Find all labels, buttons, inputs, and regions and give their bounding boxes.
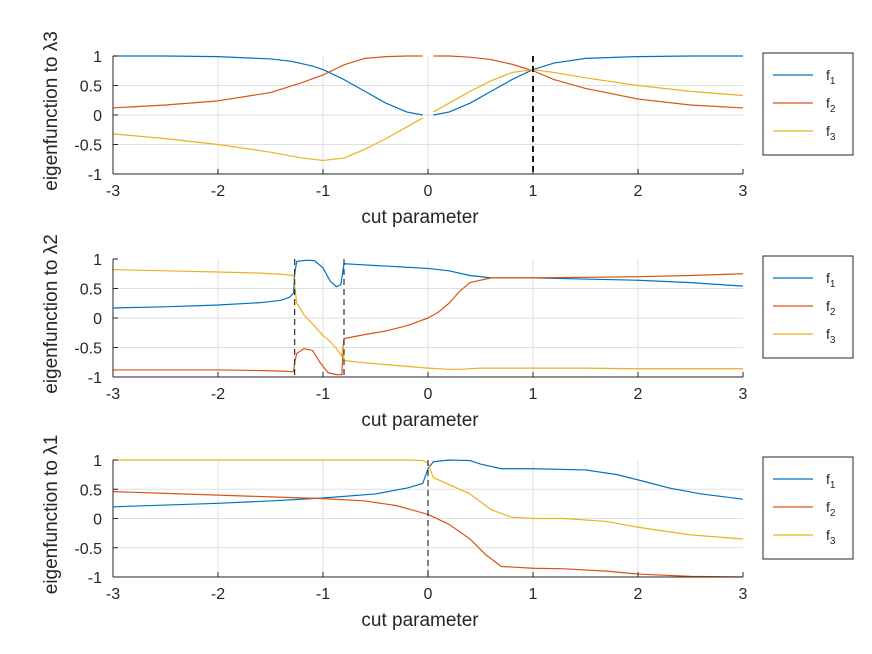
x-tick-label: -3 (106, 183, 120, 200)
series-line-f3 (112, 117, 424, 162)
legend-entry-f3: f3 (773, 326, 836, 346)
legend-subscript: 3 (830, 132, 836, 143)
legend-entry-f1: f1 (773, 270, 836, 290)
legend-entry-f2: f2 (773, 95, 836, 115)
legend-entry-f1: f1 (773, 67, 836, 87)
y-tick-label: 0.5 (80, 282, 102, 299)
legend-entry-f3: f3 (773, 527, 836, 547)
legend-label-f1: f1 (826, 270, 836, 290)
series-line-f3 (112, 269, 743, 370)
x-tick-label: 3 (739, 183, 748, 200)
y-tick-label: -1 (88, 370, 102, 387)
x-tick-label: 3 (739, 386, 748, 403)
legend-label-f2: f2 (826, 499, 836, 519)
y-axis-label: eigenfunction to λ1 (41, 435, 62, 595)
x-tick-label: -1 (316, 586, 330, 603)
legend-label-f3: f3 (826, 123, 836, 143)
y-tick-label: 0 (93, 311, 102, 328)
y-tick-label: 0 (93, 108, 102, 125)
legend: f1 f2 f3 (762, 52, 854, 156)
x-tick-label: -1 (316, 386, 330, 403)
legend-entry-f2: f2 (773, 499, 836, 519)
series-line-f1 (112, 459, 744, 508)
x-tick-label: 0 (424, 183, 433, 200)
legend-box (762, 456, 854, 560)
legend-box (762, 52, 854, 156)
x-tick-label: 2 (634, 183, 643, 200)
y-tick-label: -0.5 (74, 341, 102, 358)
series-line-f3 (113, 459, 744, 540)
legend-subscript: 1 (830, 480, 836, 491)
x-tick-label: -2 (211, 586, 225, 603)
x-tick-label: 2 (634, 386, 643, 403)
x-tick-label: -3 (106, 586, 120, 603)
x-tick-label: -3 (106, 386, 120, 403)
legend-subscript: 3 (830, 335, 836, 346)
y-tick-label: -1 (88, 167, 102, 184)
legend-label-f1: f1 (826, 471, 836, 491)
x-axis-label: cut parameter (361, 610, 479, 631)
y-tick-label: -0.5 (74, 138, 102, 155)
legend-subscript: 1 (830, 279, 836, 290)
chart-panel-1: -3 -2 -1 0 1 2 3 1 0.5 0 -0.5 -1 cut parameter eigenf… (41, 31, 854, 228)
legend-subscript: 1 (830, 76, 836, 87)
legend-label-f3: f3 (826, 326, 836, 346)
y-tick-label: 0.5 (80, 79, 102, 96)
legend-subscript: 2 (830, 104, 836, 115)
x-tick-label: 1 (529, 386, 538, 403)
x-tick-label: -1 (316, 183, 330, 200)
legend-label-f2: f2 (826, 95, 836, 115)
y-tick-label: 1 (93, 252, 102, 269)
legend-label-f1: f1 (826, 67, 836, 87)
x-tick-label: -2 (211, 183, 225, 200)
x-tick-label: -2 (211, 386, 225, 403)
x-tick-label: 1 (529, 183, 538, 200)
legend-box (762, 255, 854, 359)
series-line-f2 (112, 55, 423, 109)
x-tick-label: 0 (424, 586, 433, 603)
y-axis-label: eigenfunction to λ3 (41, 31, 62, 191)
legend: f1 f2 f3 (762, 255, 854, 359)
legend-entry-f3: f3 (773, 123, 836, 143)
y-tick-label: -0.5 (74, 541, 102, 558)
y-tick-label: -1 (88, 570, 102, 587)
x-tick-label: 3 (739, 586, 748, 603)
series-line-f1 (113, 55, 423, 116)
legend-label-f3: f3 (826, 527, 836, 547)
legend-subscript: 3 (830, 536, 836, 547)
x-axis-label: cut parameter (361, 410, 479, 431)
y-tick-label: 1 (93, 49, 102, 66)
y-tick-label: 0 (93, 512, 102, 529)
legend-label-f2: f2 (826, 298, 836, 318)
chart-panel-3: -3 -2 -1 0 1 2 3 1 0.5 0 -0.5 -1 cut parameter eigenf… (41, 435, 854, 631)
chart-panel-2: -3 -2 -1 0 1 2 3 1 0.5 0 -0.5 -1 cut parameter eigenf… (41, 234, 854, 431)
legend: f1 f2 f3 (762, 456, 854, 560)
y-axis-label: eigenfunction to λ2 (41, 234, 62, 394)
x-tick-label: 2 (634, 586, 643, 603)
legend-subscript: 2 (830, 307, 836, 318)
y-tick-label: 1 (93, 453, 102, 470)
series-line-f2 (112, 490, 744, 578)
x-tick-label: 0 (424, 386, 433, 403)
legend-entry-f1: f1 (773, 471, 836, 491)
x-axis-label: cut parameter (361, 207, 479, 228)
legend-entry-f2: f2 (773, 298, 836, 318)
y-tick-label: 0.5 (80, 482, 102, 499)
x-tick-label: 1 (529, 586, 538, 603)
legend-subscript: 2 (830, 508, 836, 519)
